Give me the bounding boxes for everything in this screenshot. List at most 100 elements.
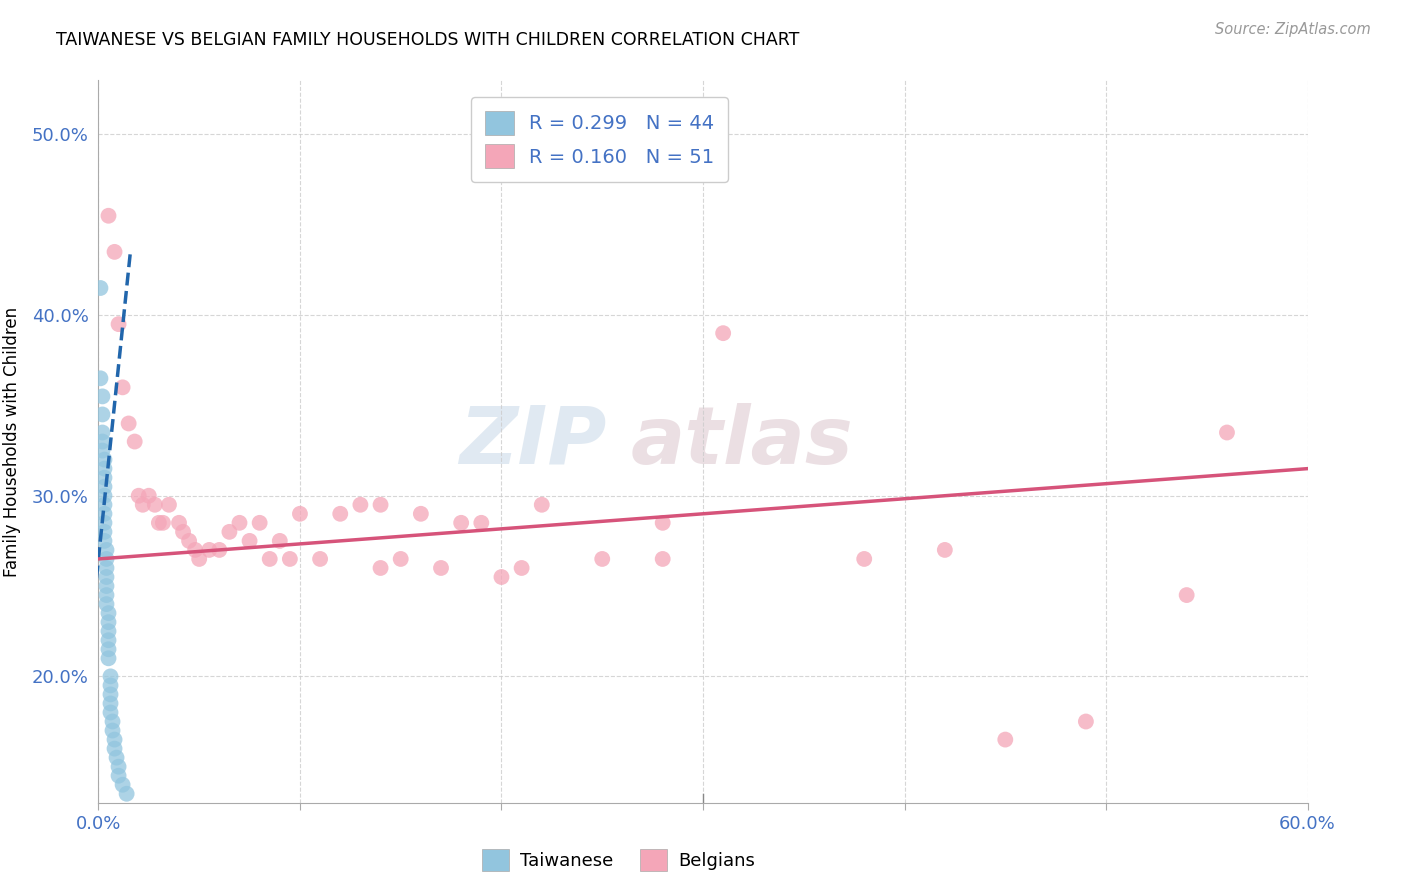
- Point: [1074, 714, 1097, 729]
- Point: [188, 552, 211, 566]
- Text: Source: ZipAtlas.com: Source: ZipAtlas.com: [1215, 22, 1371, 37]
- Point: [107, 317, 129, 331]
- Text: TAIWANESE VS BELGIAN FAMILY HOUSEHOLDS WITH CHILDREN CORRELATION CHART: TAIWANESE VS BELGIAN FAMILY HOUSEHOLDS W…: [56, 31, 800, 49]
- Point: [91, 443, 114, 458]
- Point: [198, 542, 221, 557]
- Point: [107, 769, 129, 783]
- Point: [179, 533, 201, 548]
- Point: [138, 489, 160, 503]
- Point: [148, 516, 170, 530]
- Point: [111, 380, 134, 394]
- Point: [491, 570, 513, 584]
- Point: [93, 524, 115, 539]
- Legend: Taiwanese, Belgians: Taiwanese, Belgians: [475, 842, 762, 879]
- Point: [309, 552, 332, 566]
- Point: [93, 489, 115, 503]
- Point: [97, 606, 120, 620]
- Point: [93, 533, 115, 548]
- Point: [228, 516, 250, 530]
- Legend: R = 0.299   N = 44, R = 0.160   N = 51: R = 0.299 N = 44, R = 0.160 N = 51: [471, 97, 728, 182]
- Point: [651, 516, 673, 530]
- Point: [651, 552, 673, 566]
- Point: [934, 542, 956, 557]
- Point: [89, 281, 111, 295]
- Point: [105, 750, 128, 764]
- Point: [249, 516, 271, 530]
- Point: [103, 244, 125, 259]
- Point: [96, 579, 118, 593]
- Point: [93, 498, 115, 512]
- Point: [124, 434, 146, 449]
- Point: [430, 561, 453, 575]
- Point: [208, 542, 231, 557]
- Point: [100, 669, 122, 683]
- Point: [389, 552, 412, 566]
- Point: [103, 732, 125, 747]
- Point: [96, 570, 118, 584]
- Point: [853, 552, 876, 566]
- Point: [349, 498, 371, 512]
- Point: [711, 326, 734, 341]
- Point: [93, 471, 115, 485]
- Point: [93, 461, 115, 475]
- Point: [118, 417, 141, 431]
- Point: [100, 697, 122, 711]
- Point: [167, 516, 190, 530]
- Point: [1216, 425, 1239, 440]
- Text: atlas: atlas: [630, 402, 853, 481]
- Point: [218, 524, 240, 539]
- Point: [1175, 588, 1198, 602]
- Point: [93, 516, 115, 530]
- Point: [93, 452, 115, 467]
- Point: [288, 507, 311, 521]
- Point: [370, 498, 392, 512]
- Point: [93, 480, 115, 494]
- Point: [91, 389, 114, 403]
- Point: [91, 408, 114, 422]
- Point: [89, 371, 111, 385]
- Point: [100, 678, 122, 692]
- Y-axis label: Family Households with Children: Family Households with Children: [3, 307, 21, 576]
- Point: [115, 787, 138, 801]
- Point: [91, 434, 114, 449]
- Point: [103, 741, 125, 756]
- Point: [96, 561, 118, 575]
- Point: [100, 687, 122, 701]
- Point: [128, 489, 150, 503]
- Point: [994, 732, 1017, 747]
- Point: [97, 642, 120, 657]
- Point: [100, 706, 122, 720]
- Point: [269, 533, 291, 548]
- Point: [450, 516, 472, 530]
- Point: [157, 498, 180, 512]
- Point: [97, 209, 120, 223]
- Point: [370, 561, 392, 575]
- Point: [97, 633, 120, 648]
- Point: [329, 507, 352, 521]
- Point: [97, 624, 120, 639]
- Point: [111, 778, 134, 792]
- Point: [101, 714, 124, 729]
- Point: [530, 498, 553, 512]
- Point: [96, 552, 118, 566]
- Point: [259, 552, 281, 566]
- Point: [409, 507, 432, 521]
- Point: [93, 507, 115, 521]
- Point: [184, 542, 207, 557]
- Point: [239, 533, 262, 548]
- Point: [591, 552, 613, 566]
- Text: ZIP: ZIP: [458, 402, 606, 481]
- Point: [91, 425, 114, 440]
- Point: [96, 588, 118, 602]
- Point: [278, 552, 301, 566]
- Point: [510, 561, 533, 575]
- Point: [132, 498, 155, 512]
- Point: [101, 723, 124, 738]
- Point: [97, 615, 120, 630]
- Point: [107, 760, 129, 774]
- Point: [172, 524, 194, 539]
- Point: [143, 498, 166, 512]
- Point: [96, 597, 118, 611]
- Point: [97, 651, 120, 665]
- Point: [152, 516, 174, 530]
